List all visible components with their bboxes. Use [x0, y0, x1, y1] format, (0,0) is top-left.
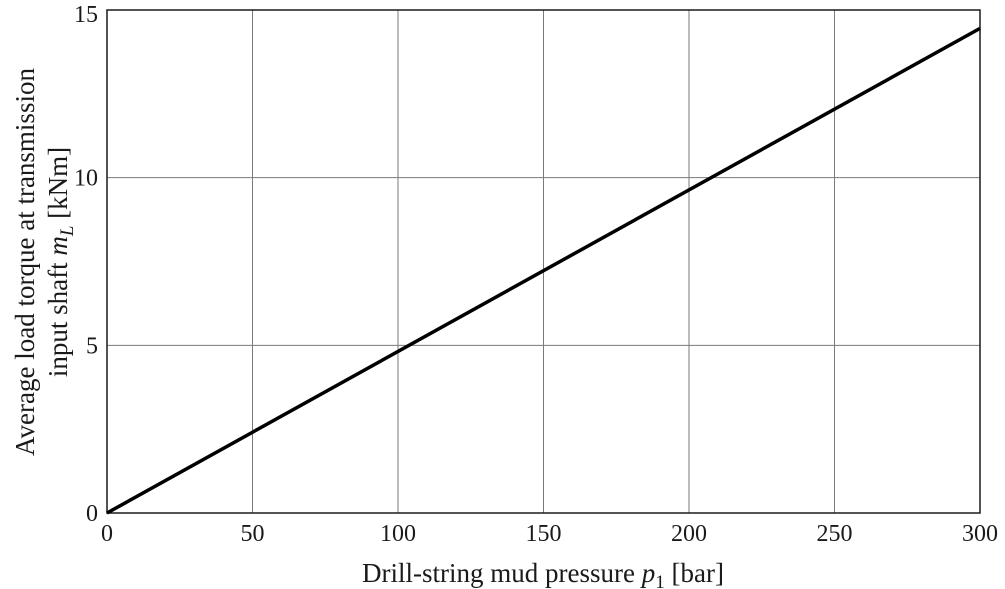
grid [107, 10, 980, 513]
y-tick-label: 0 [86, 501, 98, 527]
x-tick-label: 50 [241, 521, 265, 547]
y-axis-label-line2: input shaft mL [kNm] [43, 147, 78, 377]
x-tick-label: 150 [526, 521, 562, 547]
x-tick-label: 250 [817, 521, 853, 547]
y-axis-label-line1: Average load torque at transmission [10, 68, 40, 456]
x-tick-label: 0 [101, 521, 113, 547]
y-tick-label: 10 [74, 166, 98, 192]
y-ticks: 0 5 10 15 [74, 2, 98, 527]
x-tick-label: 200 [671, 521, 707, 547]
x-ticks: 0 50 100 150 200 250 300 [101, 521, 998, 547]
series-line [106, 26, 981, 515]
plot-frame [106, 9, 981, 514]
y-tick-label: 5 [86, 333, 98, 359]
series-group [106, 26, 981, 515]
x-tick-label: 300 [962, 521, 998, 547]
x-axis-label: Drill-string mud pressure p1 [bar] [362, 558, 724, 589]
x-tick-label: 100 [380, 521, 416, 547]
y-tick-label: 15 [74, 2, 98, 28]
